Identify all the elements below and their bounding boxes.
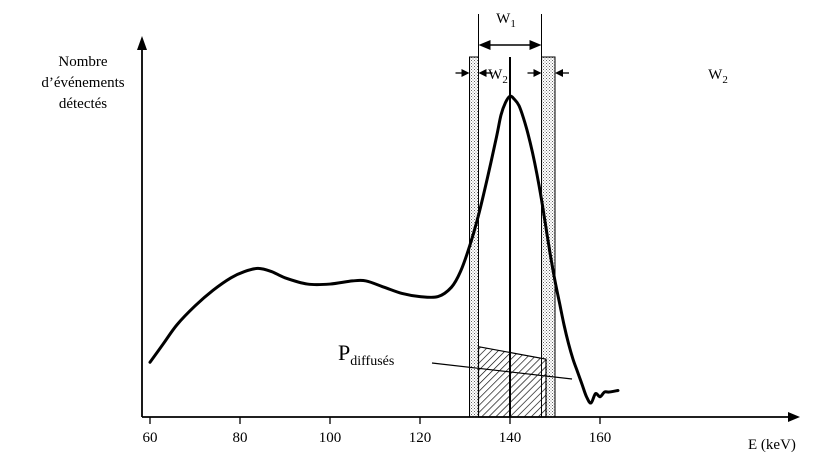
x-tick-label-160: 160 <box>589 430 612 446</box>
w2-left-label: W2 <box>488 67 508 86</box>
x-axis-label: E (keV) <box>748 437 796 453</box>
scatter-label: Pdiffusés <box>338 340 394 369</box>
x-tick-label-60: 60 <box>143 430 158 446</box>
scatter-leader-line <box>431 362 573 380</box>
scatter-region-hatched <box>477 345 547 418</box>
x-tick-label-100: 100 <box>319 430 342 446</box>
y-axis-label: Nombre d’événements détectés <box>41 54 124 112</box>
w2-right-inner-arrow-head-icon <box>533 69 542 77</box>
w1-label: W1 <box>496 11 516 30</box>
w2-arrows <box>455 69 569 77</box>
w2-left-inner-arrow-head-icon <box>478 69 487 77</box>
w2-left-outer-arrow-head-icon <box>461 69 470 77</box>
x-tick-label-80: 80 <box>233 430 248 446</box>
w2-right-outer-arrow-head-icon <box>555 69 563 77</box>
x-axis-ticks: 60 80 100 120 140 160 <box>143 417 612 446</box>
x-tick-label-120: 120 <box>409 430 432 446</box>
y-axis-arrow-icon <box>137 36 147 50</box>
x-axis-arrow-icon <box>788 412 800 422</box>
w2-right-label: W2 <box>708 67 728 86</box>
w1-arrow-left-head-icon <box>478 40 491 50</box>
w1-arrow-right-head-icon <box>529 40 542 50</box>
x-tick-label-140: 140 <box>499 430 522 446</box>
w2-left-window-band <box>469 56 479 418</box>
spectrum-curve <box>148 94 620 405</box>
